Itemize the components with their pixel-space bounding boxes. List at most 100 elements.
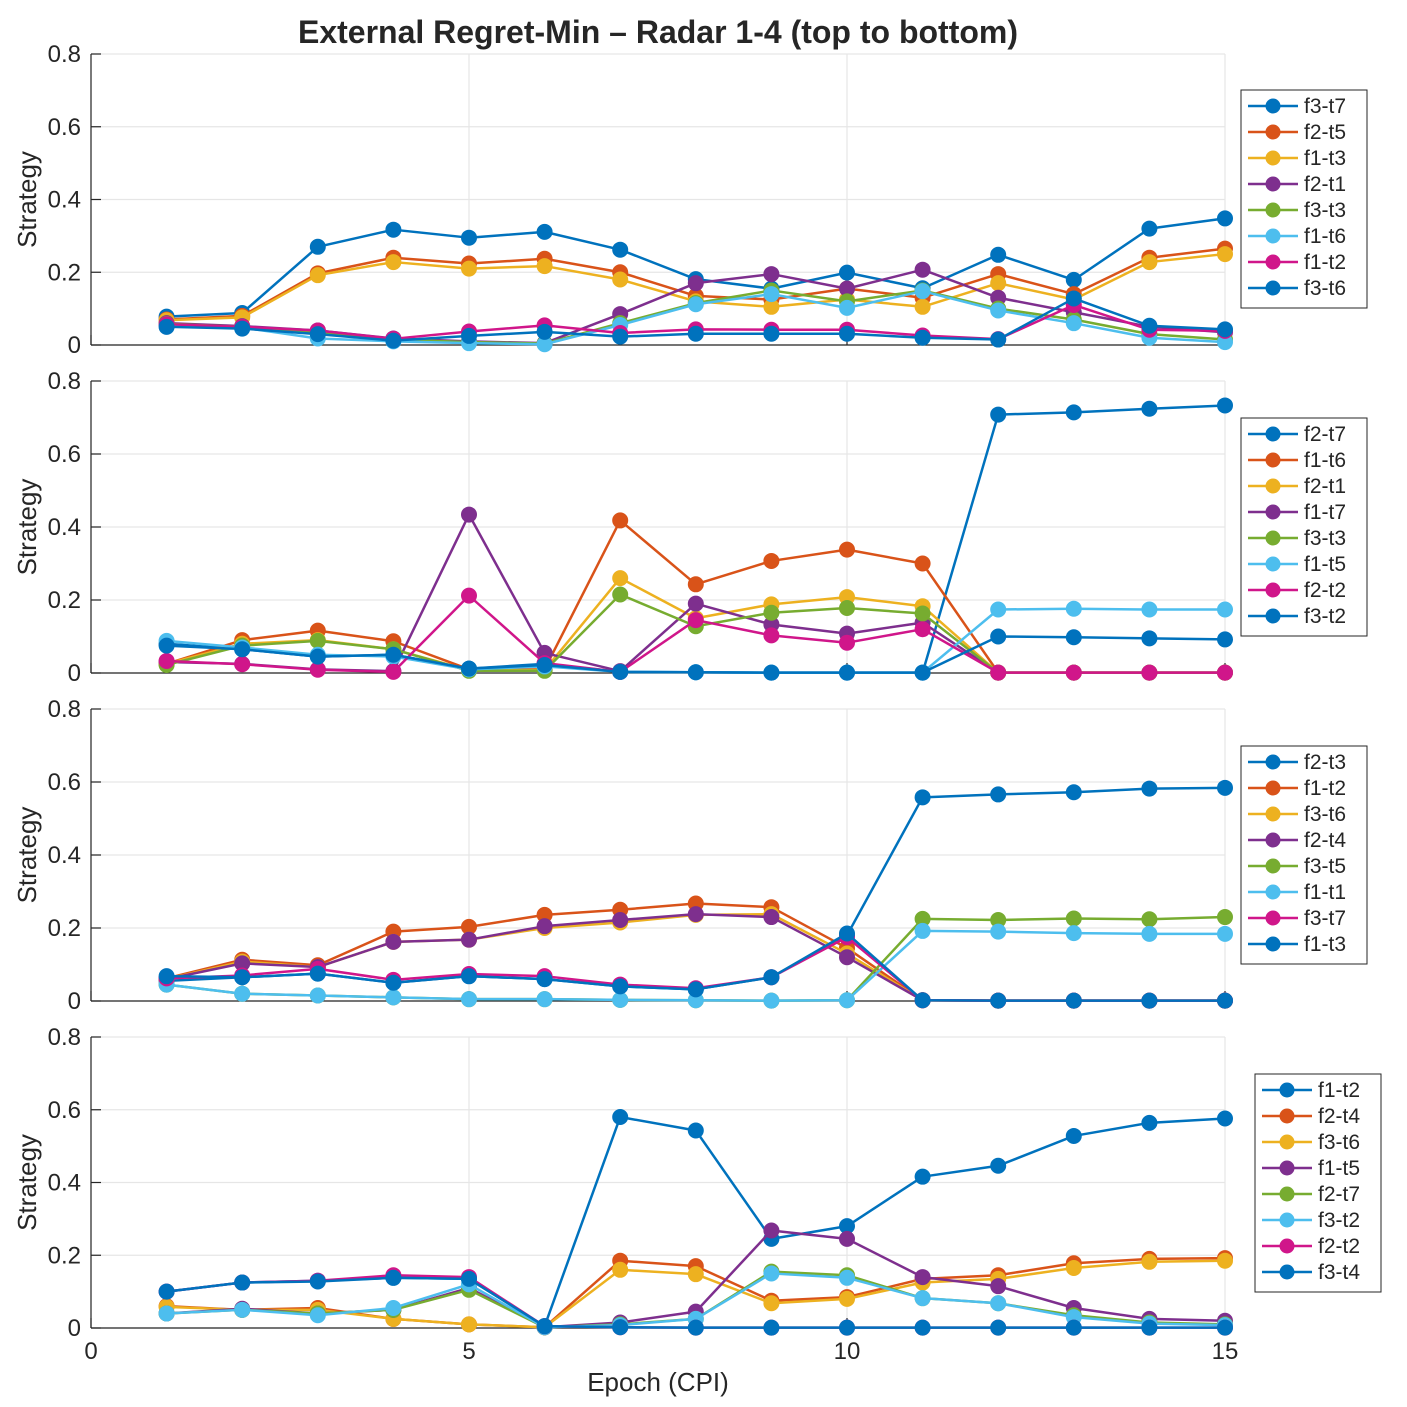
data-point: [687, 296, 704, 313]
legend-marker: [1265, 806, 1281, 822]
legend-item: f2-t7: [1262, 1183, 1360, 1206]
data-point: [612, 586, 629, 603]
chart-panel-1: 0 0.2 0.4 0.6 0.8 Strategy f3-t7 f2-t5 f1-t3 f2-t…: [12, 41, 1368, 359]
legend-marker: [1265, 228, 1281, 244]
data-point: [839, 992, 855, 1009]
data-point: [234, 1301, 251, 1318]
data-point: [763, 552, 780, 569]
data-point: [1141, 925, 1158, 942]
series-f1-t3: [158, 925, 1233, 1009]
data-point: [839, 325, 855, 342]
data-point: [1141, 254, 1158, 271]
y-tick-label: 0.8: [48, 368, 81, 395]
data-point: [763, 1295, 780, 1312]
data-point: [461, 1270, 477, 1287]
legend-label: f3-t6: [1304, 277, 1346, 300]
data-point: [1141, 911, 1158, 928]
data-point: [763, 627, 780, 644]
data-point: [839, 541, 855, 558]
y-tick-label: 0.6: [48, 114, 81, 141]
legend-box: [1240, 89, 1368, 309]
legend-marker: [1265, 280, 1281, 296]
data-point: [385, 1299, 402, 1316]
y-tick-label: 0.6: [48, 441, 81, 468]
series-f3-t2: [158, 628, 1233, 681]
series-f3-t6: [158, 290, 1233, 349]
data-point: [309, 632, 326, 649]
legend-marker: [1265, 124, 1281, 140]
data-point: [914, 1168, 931, 1185]
data-point: [385, 221, 402, 238]
data-point: [1065, 992, 1082, 1009]
legend-label: f1-t1: [1304, 881, 1346, 904]
data-point: [612, 911, 629, 928]
data-point: [687, 595, 704, 612]
data-point: [1065, 315, 1082, 332]
chart-panel-4: 0 0.2 0.4 0.6 0.8 0 5 10 15 Strategy Epoch (CPI) f1…: [12, 1024, 1382, 1397]
data-point: [309, 1273, 326, 1290]
legend-marker: [1279, 1186, 1295, 1202]
y-tick-label: 0.8: [48, 1024, 81, 1051]
legend-marker: [1265, 202, 1281, 218]
data-point: [158, 637, 175, 654]
y-tick-label: 0.2: [48, 915, 81, 942]
data-point: [914, 789, 931, 806]
legend-label: f1-t7: [1304, 501, 1346, 524]
data-point: [234, 969, 251, 986]
data-point: [1141, 630, 1158, 647]
legend-label: f2-t1: [1304, 475, 1346, 498]
legend-marker: [1265, 780, 1281, 796]
y-axis-label: Strategy: [12, 151, 42, 248]
data-point: [385, 974, 402, 991]
legend-marker: [1265, 858, 1281, 874]
data-point: [914, 605, 931, 622]
data-point: [158, 1283, 175, 1300]
figure-title: External Regret-Min – Radar 1-4 (top to …: [298, 14, 1018, 50]
data-point: [536, 918, 553, 935]
data-point: [1217, 210, 1233, 227]
legend-item: f2-t1: [1248, 475, 1346, 498]
data-point: [612, 570, 629, 587]
data-point: [385, 933, 402, 950]
legend-label: f3-t5: [1304, 855, 1346, 878]
data-point: [309, 1307, 326, 1324]
data-point: [687, 1266, 704, 1283]
data-point: [763, 1319, 780, 1336]
data-point: [536, 656, 553, 673]
legend-item: f1-t2: [1248, 251, 1346, 274]
data-point: [1141, 780, 1158, 797]
data-point: [309, 987, 326, 1004]
data-point: [914, 1319, 931, 1336]
chart-panel-3: 00.20.40.60.8Strategyf2-t3f1-t2f3-t6f2-t…: [12, 696, 1368, 1015]
data-point: [839, 1269, 855, 1286]
legend-label: f3-t2: [1304, 605, 1346, 628]
series-f1-t1: [158, 922, 1233, 1009]
data-point: [309, 267, 326, 284]
data-point: [990, 923, 1007, 940]
legend-label: f3-t6: [1318, 1131, 1360, 1154]
data-point: [536, 258, 553, 275]
legend-marker: [1265, 754, 1281, 770]
data-point: [1217, 601, 1233, 618]
legend-label: f1-t6: [1304, 225, 1346, 248]
data-point: [839, 1290, 855, 1307]
y-tick-label: 0.2: [48, 1242, 81, 1269]
data-point: [914, 922, 931, 939]
data-point: [385, 332, 402, 349]
data-point: [1217, 1110, 1233, 1127]
data-point: [687, 981, 704, 998]
data-point: [461, 968, 477, 985]
data-point: [1065, 271, 1082, 288]
legend-marker: [1265, 936, 1281, 952]
legend-marker: [1265, 478, 1281, 494]
data-point: [1217, 246, 1233, 263]
legend-item: f1-t7: [1248, 501, 1346, 524]
legend-item: f1-t1: [1248, 881, 1346, 904]
y-axis-label: Strategy: [12, 1134, 42, 1231]
legend-marker: [1265, 608, 1281, 624]
data-point: [1065, 1319, 1082, 1336]
data-point: [385, 1269, 402, 1286]
legend-item: f3-t2: [1248, 605, 1346, 628]
x-tick-label: 0: [84, 1338, 97, 1365]
